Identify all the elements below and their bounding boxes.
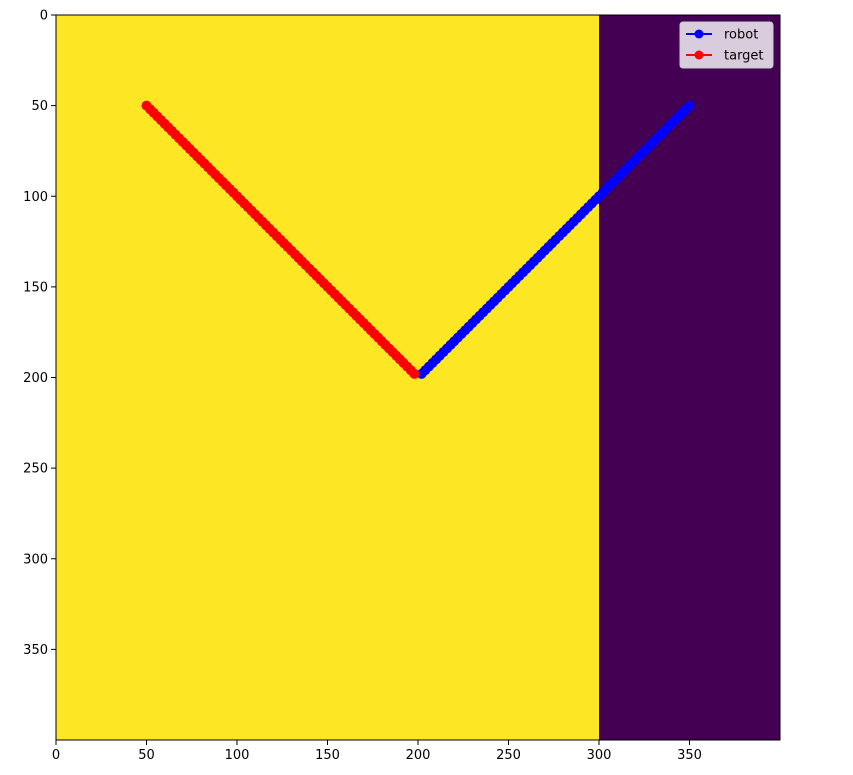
robot-point-74 [416, 368, 427, 379]
series-robot [416, 100, 695, 379]
legend-marker-target [694, 50, 704, 60]
legend-label-target: target [724, 49, 764, 64]
x-tick-label-350: 350 [677, 748, 702, 763]
x-tick-label-150: 150 [315, 748, 340, 763]
x-tick-label-300: 300 [587, 748, 612, 763]
y-tick-label-150: 150 [23, 280, 48, 295]
x-tick-label-250: 250 [496, 748, 521, 763]
series-layer [141, 100, 695, 379]
x-tick-label-200: 200 [406, 748, 431, 763]
x-tick-label-0: 0 [52, 748, 60, 763]
x-tick-label-50: 50 [138, 748, 155, 763]
heatmap-background [56, 15, 780, 740]
target-point-74 [409, 368, 420, 379]
heatmap-region-0 [56, 15, 599, 740]
y-tick-label-0: 0 [40, 9, 48, 24]
legend-label-robot: robot [724, 28, 758, 43]
y-tick-label-250: 250 [23, 462, 48, 477]
series-target [141, 100, 420, 379]
x-axis: 0 50 100 150 200 250 300 350 [52, 740, 702, 763]
y-axis: 0 50 100 150 200 250 300 350 [23, 9, 56, 658]
y-tick-label-50: 50 [31, 99, 48, 114]
y-tick-label-300: 300 [23, 552, 48, 567]
heatmap-region-1 [599, 15, 780, 740]
y-tick-label-200: 200 [23, 371, 48, 386]
y-tick-label-350: 350 [23, 643, 48, 658]
x-tick-label-100: 100 [225, 748, 250, 763]
y-tick-label-100: 100 [23, 190, 48, 205]
legend-marker-robot [694, 29, 704, 39]
legend: robot target [679, 21, 774, 69]
